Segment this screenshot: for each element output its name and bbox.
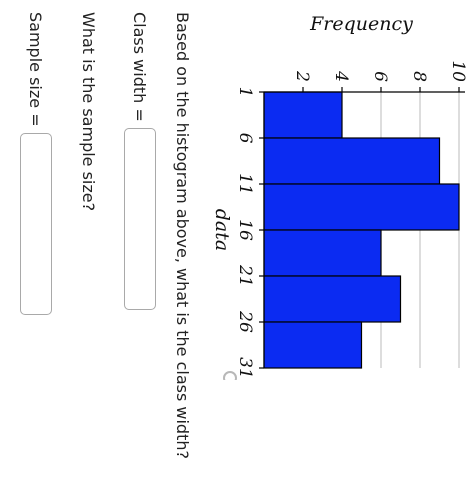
- histogram-bar: [263, 137, 441, 185]
- x-tick-label: 6: [235, 133, 255, 144]
- y-tick-label: 6: [370, 71, 390, 82]
- sample-size-input[interactable]: [20, 132, 52, 315]
- y-tick-label: 10: [448, 60, 468, 82]
- x-tick-label: 26: [235, 310, 255, 333]
- class-width-prompt: Based on the histogram above, what is th…: [173, 12, 192, 459]
- class-width-label: Class width =: [130, 12, 150, 122]
- class-width-input[interactable]: [124, 127, 156, 310]
- y-axis-title: Frequency: [309, 13, 413, 35]
- histogram-bar: [263, 275, 402, 323]
- x-tick-label: 21: [235, 264, 255, 287]
- sample-size-row: Sample size =: [20, 12, 52, 315]
- x-tick-label: 1: [235, 87, 255, 98]
- x-tick-label: 16: [235, 219, 255, 241]
- x-tick-label: 11: [235, 173, 255, 195]
- sample-size-label: Sample size =: [26, 12, 46, 127]
- x-axis-title: data: [211, 209, 233, 251]
- y-tick-label: 2: [292, 70, 312, 82]
- class-width-row: Class width =: [124, 12, 156, 310]
- histogram-bar: [263, 229, 382, 277]
- axes: [259, 87, 465, 369]
- histogram-bars: [263, 91, 460, 369]
- histogram-bar: [263, 91, 343, 139]
- x-tick-label: 31: [235, 357, 255, 379]
- histogram-bar: [263, 321, 363, 369]
- magnifier-icon[interactable]: [220, 371, 237, 380]
- sample-size-prompt: What is the sample size?: [79, 12, 98, 212]
- y-tick-label: 4: [331, 70, 351, 82]
- histogram-bar: [263, 183, 460, 231]
- y-tick-label: 8: [409, 71, 429, 82]
